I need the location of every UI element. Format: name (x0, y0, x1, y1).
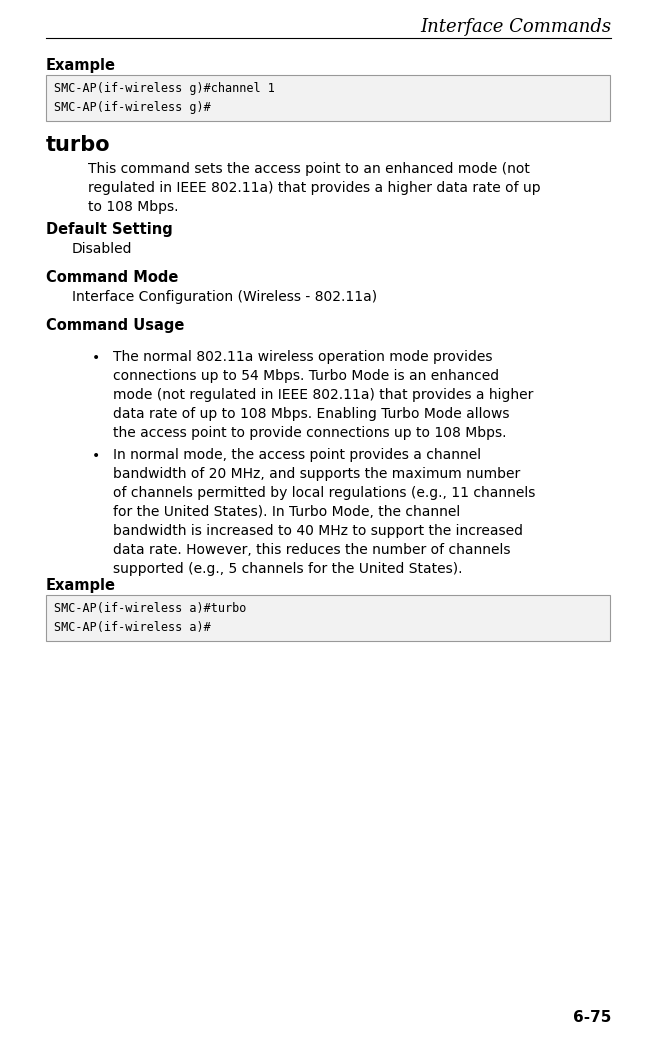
Text: Disabled: Disabled (72, 242, 133, 257)
Text: •: • (92, 351, 101, 365)
Text: SMC-AP(if-wireless a)#turbo: SMC-AP(if-wireless a)#turbo (54, 602, 246, 615)
Text: turbo: turbo (46, 135, 110, 155)
Bar (46, 595, 610, 641)
Text: Interface Commands: Interface Commands (420, 18, 611, 36)
Text: Example: Example (46, 578, 116, 593)
Text: •: • (92, 449, 101, 463)
Text: In normal mode, the access point provides a channel
bandwidth of 20 MHz, and sup: In normal mode, the access point provide… (113, 448, 535, 576)
Text: SMC-AP(if-wireless a)#: SMC-AP(if-wireless a)# (54, 621, 211, 634)
Text: The normal 802.11a wireless operation mode provides
connections up to 54 Mbps. T: The normal 802.11a wireless operation mo… (113, 350, 533, 440)
Text: SMC-AP(if-wireless g)#: SMC-AP(if-wireless g)# (54, 102, 211, 114)
Text: This command sets the access point to an enhanced mode (not
regulated in IEEE 80: This command sets the access point to an… (88, 162, 541, 214)
Bar (46, 75, 610, 121)
Text: 6-75: 6-75 (573, 1010, 611, 1025)
Text: SMC-AP(if-wireless g)#channel 1: SMC-AP(if-wireless g)#channel 1 (54, 82, 275, 95)
Text: Command Mode: Command Mode (46, 270, 178, 285)
Text: Default Setting: Default Setting (46, 222, 173, 237)
Text: Example: Example (46, 58, 116, 73)
Text: Command Usage: Command Usage (46, 318, 185, 333)
Text: Interface Configuration (Wireless - 802.11a): Interface Configuration (Wireless - 802.… (72, 290, 377, 304)
